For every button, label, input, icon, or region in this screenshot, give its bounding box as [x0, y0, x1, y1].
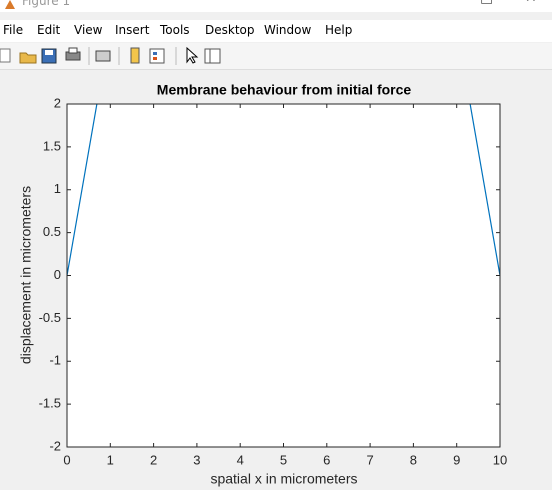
y-tick-label: -0.5 — [39, 310, 61, 325]
x-tick-label: 10 — [493, 452, 507, 467]
window-title: Figure 1 — [22, 0, 71, 8]
x-axis-label: spatial x in micrometers — [210, 471, 357, 487]
x-tick-label: 9 — [453, 452, 460, 467]
axes-box — [66, 103, 501, 448]
menu-item[interactable]: Window — [264, 23, 312, 37]
toolbar — [0, 43, 552, 70]
menu-item[interactable]: Insert — [115, 23, 150, 37]
y-axis-label: displacement in micrometers — [18, 186, 34, 364]
x-tick-label: 2 — [150, 452, 157, 467]
menu-item[interactable]: Help — [325, 23, 353, 37]
menu-item[interactable]: View — [74, 23, 103, 37]
menu-item[interactable]: Tools — [160, 23, 190, 37]
menu-item[interactable]: File — [3, 23, 24, 37]
menu-item[interactable]: Edit — [37, 23, 61, 37]
x-tick-label: 3 — [193, 452, 200, 467]
y-tick-label: 0.5 — [43, 224, 61, 239]
data-line — [469, 104, 500, 276]
x-tick-label: 4 — [237, 452, 244, 467]
maximize-button[interactable]: □ — [480, 0, 493, 6]
x-tick-label: 0 — [63, 452, 70, 467]
y-tick-label: 1.5 — [43, 138, 61, 153]
x-tick-label: 8 — [410, 452, 417, 467]
y-tick-label: 0 — [54, 267, 61, 282]
axes-background — [67, 104, 500, 447]
close-button[interactable]: ✕ — [525, 0, 537, 6]
data-line — [67, 104, 98, 276]
x-tick-label: 5 — [280, 452, 287, 467]
app-icon — [5, 0, 15, 9]
y-tick-label: 2 — [54, 95, 61, 110]
chart-title: Membrane behaviour from initial force — [157, 82, 412, 98]
y-tick-label: -2 — [49, 438, 61, 453]
y-tick-label: -1 — [49, 353, 61, 368]
x-tick-label: 1 — [107, 452, 114, 467]
menu-item[interactable]: Desktop — [205, 23, 255, 37]
y-tick-label: -1.5 — [39, 396, 61, 411]
toolbar-icons — [0, 46, 221, 65]
y-tick-label: 1 — [54, 181, 61, 196]
title-bar: Figure 1 — □ ✕ — [0, 0, 552, 12]
x-tick-label: 7 — [366, 452, 373, 467]
minimize-button[interactable]: — — [436, 0, 450, 6]
menu-bar: File Edit View Insert Tools Desktop Window Help — [0, 20, 552, 42]
x-tick-label: 6 — [323, 452, 330, 467]
